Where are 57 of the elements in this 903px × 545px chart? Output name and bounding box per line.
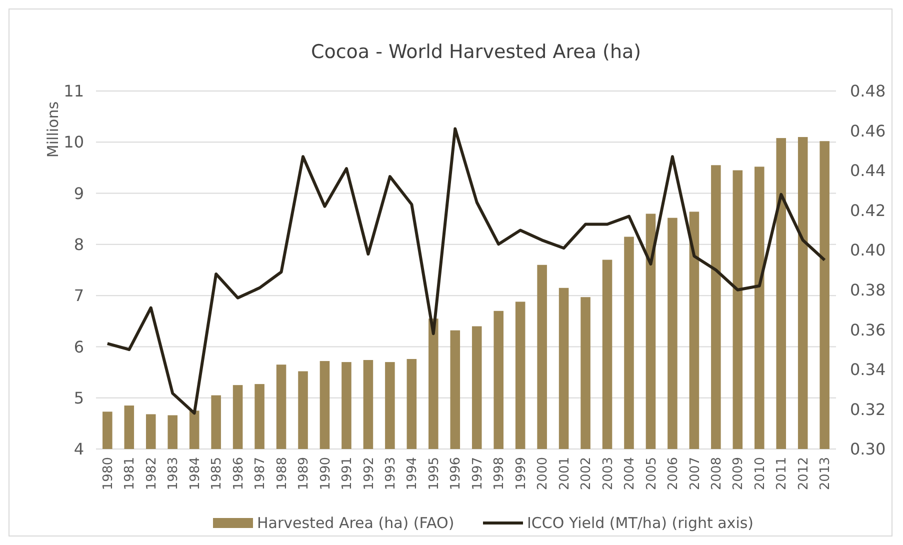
x-tick-label: 1998 — [492, 457, 508, 490]
x-tick-label: 1999 — [514, 457, 529, 490]
y2-tick-label: 0.42 — [850, 200, 886, 220]
y2-tick-label: 0.36 — [850, 320, 886, 340]
x-tick-label: 2012 — [796, 457, 812, 490]
y2-tick-label: 0.46 — [850, 121, 886, 140]
x-tick-label: 2004 — [622, 457, 638, 490]
x-tick-label: 1989 — [296, 457, 312, 490]
x-tick-label: 1982 — [144, 457, 160, 490]
y-tick-label: 8 — [74, 235, 84, 254]
y-axis-title: Millions — [44, 101, 62, 158]
x-tick-label: 1991 — [340, 457, 356, 490]
x-tick-label: 1997 — [470, 457, 486, 490]
legend-label: Harvested Area (ha) (FAO) — [257, 514, 454, 532]
y-tick-label: 4 — [74, 440, 84, 459]
x-tick-label: 1985 — [210, 457, 225, 490]
y2-tick-label: 0.38 — [850, 280, 886, 300]
x-tick-label: 2002 — [579, 457, 594, 490]
x-tick-label: 2006 — [666, 457, 682, 490]
x-tick-label: 2008 — [709, 457, 724, 490]
x-tick-label: 2010 — [752, 457, 768, 490]
x-tick-label: 1988 — [274, 457, 290, 490]
line-series — [106, 127, 826, 415]
x-tick-label: 2007 — [688, 457, 703, 490]
y-tick-label: 5 — [74, 388, 84, 408]
y2-tick-label: 0.40 — [850, 240, 886, 260]
x-tick-label: 1980 — [100, 457, 116, 490]
y-tick-label: 10 — [64, 132, 84, 152]
x-tick-label: 1992 — [362, 457, 377, 490]
y-tick-label: 6 — [74, 337, 84, 356]
x-tick-label: 1996 — [448, 457, 464, 490]
y2-tick-label: 0.48 — [850, 82, 886, 101]
x-tick-label: 1993 — [383, 457, 398, 490]
x-tick-label: 1983 — [166, 457, 182, 490]
y2-tick-label: 0.30 — [850, 440, 886, 459]
y-tick-label: 11 — [64, 82, 84, 101]
chart-title: Cocoa - World Harvested Area (ha) — [310, 41, 642, 63]
x-tick-label: 1987 — [253, 457, 268, 490]
x-tick-label: 1986 — [231, 457, 246, 490]
x-tick-label: 2000 — [536, 457, 551, 490]
x-tick-label: 2009 — [731, 457, 746, 490]
x-tick-label: 1984 — [188, 457, 203, 490]
x-tick-label: 1995 — [426, 457, 442, 490]
x-tick-label: 1994 — [405, 457, 420, 490]
x-tick-label: 1981 — [122, 457, 138, 490]
legend-label: ICCO Yield (MT/ha) (right axis) — [527, 514, 754, 532]
x-tick-label: 2001 — [557, 457, 572, 490]
y2-tick-label: 0.34 — [850, 360, 886, 380]
x-tick-label: 2011 — [774, 457, 790, 490]
y2-tick-label: 0.32 — [850, 400, 886, 419]
x-tick-label: 2013 — [818, 457, 834, 490]
y2-tick-label: 0.44 — [850, 161, 886, 180]
y-tick-label: 7 — [74, 286, 84, 306]
x-tick-label: 1990 — [318, 457, 334, 490]
x-tick-label: 2005 — [644, 457, 660, 490]
x-tick-label: 2003 — [600, 457, 616, 490]
y-tick-label: 9 — [74, 184, 84, 203]
